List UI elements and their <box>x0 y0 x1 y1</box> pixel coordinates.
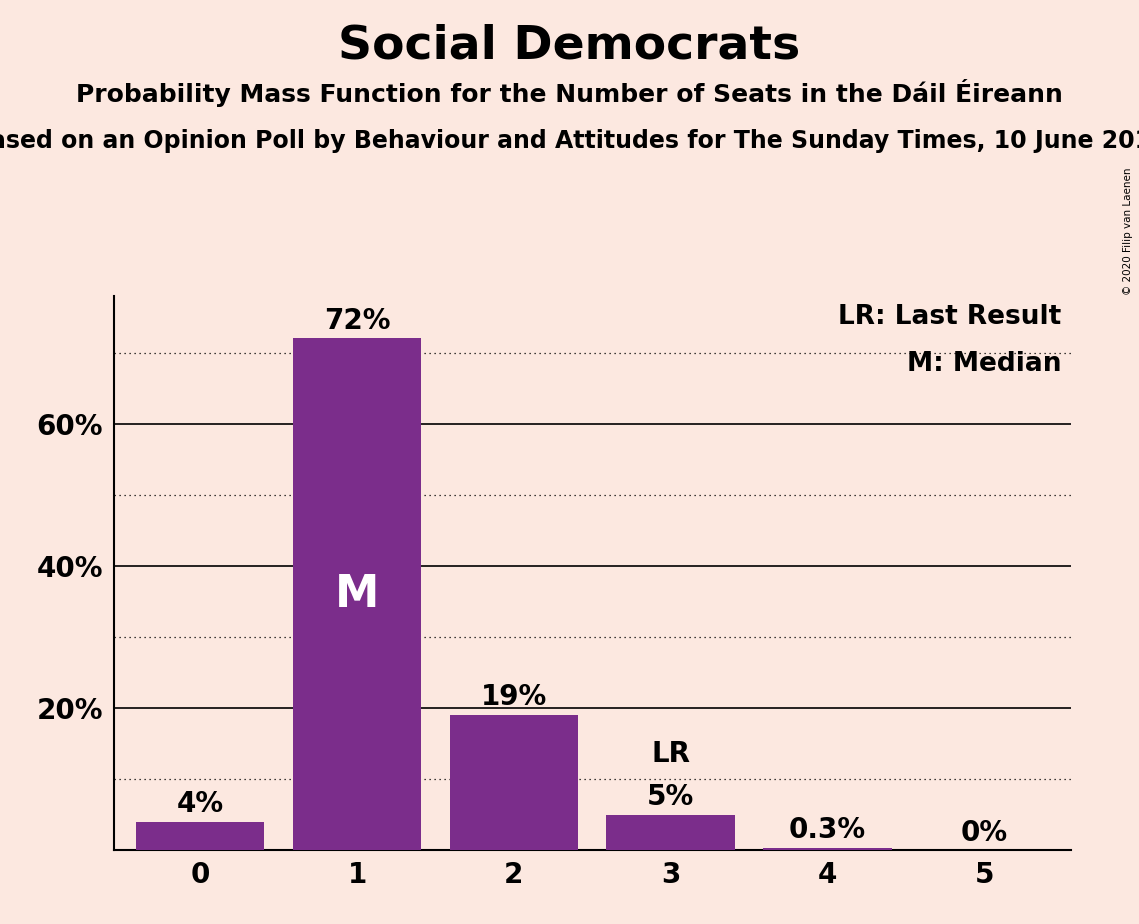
Text: 19%: 19% <box>481 684 547 711</box>
Text: 72%: 72% <box>323 307 391 334</box>
Text: M: M <box>335 573 379 615</box>
Text: 0.3%: 0.3% <box>789 817 866 845</box>
Bar <box>763 848 892 850</box>
Text: LR: Last Result: LR: Last Result <box>838 304 1062 330</box>
Text: 5%: 5% <box>647 783 695 811</box>
Bar <box>293 338 421 850</box>
Text: 0%: 0% <box>961 819 1008 846</box>
Text: Social Democrats: Social Democrats <box>338 23 801 68</box>
Text: LR: LR <box>652 740 690 769</box>
Bar <box>606 815 735 850</box>
Text: 4%: 4% <box>177 790 223 818</box>
Text: © 2020 Filip van Laenen: © 2020 Filip van Laenen <box>1123 167 1133 295</box>
Bar <box>136 821 264 850</box>
Text: Probability Mass Function for the Number of Seats in the Dáil Éireann: Probability Mass Function for the Number… <box>76 79 1063 106</box>
Bar <box>450 715 579 850</box>
Text: Based on an Opinion Poll by Behaviour and Attitudes for The Sunday Times, 10 Jun: Based on an Opinion Poll by Behaviour an… <box>0 129 1139 153</box>
Text: M: Median: M: Median <box>907 351 1062 377</box>
